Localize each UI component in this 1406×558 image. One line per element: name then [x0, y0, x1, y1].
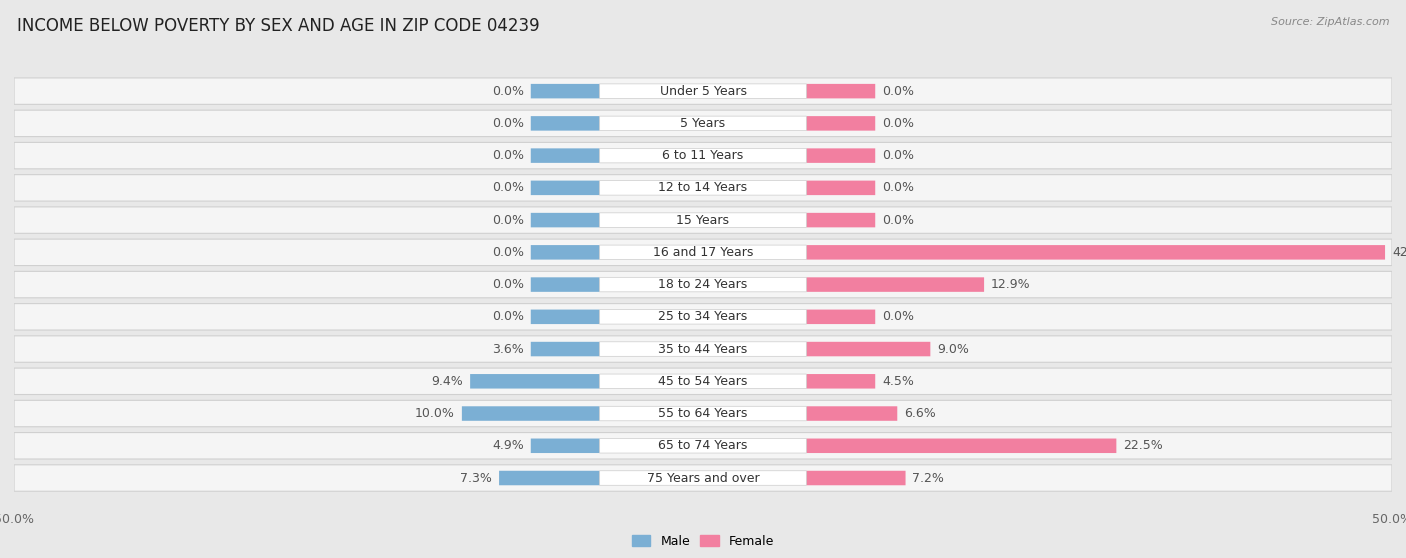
FancyBboxPatch shape — [599, 406, 807, 421]
Text: 4.5%: 4.5% — [882, 375, 914, 388]
FancyBboxPatch shape — [14, 368, 1392, 395]
FancyBboxPatch shape — [807, 471, 905, 485]
FancyBboxPatch shape — [14, 465, 1392, 491]
FancyBboxPatch shape — [599, 471, 807, 485]
FancyBboxPatch shape — [807, 310, 875, 324]
FancyBboxPatch shape — [599, 213, 807, 227]
FancyBboxPatch shape — [807, 374, 875, 388]
Text: 0.0%: 0.0% — [882, 214, 914, 227]
FancyBboxPatch shape — [14, 239, 1392, 266]
FancyBboxPatch shape — [531, 116, 599, 131]
Text: 0.0%: 0.0% — [492, 85, 524, 98]
Text: 22.5%: 22.5% — [1123, 439, 1163, 453]
FancyBboxPatch shape — [807, 116, 875, 131]
FancyBboxPatch shape — [531, 245, 599, 259]
FancyBboxPatch shape — [599, 116, 807, 131]
FancyBboxPatch shape — [599, 277, 807, 292]
Text: 35 to 44 Years: 35 to 44 Years — [658, 343, 748, 355]
Text: 0.0%: 0.0% — [492, 246, 524, 259]
Text: 0.0%: 0.0% — [882, 117, 914, 130]
FancyBboxPatch shape — [807, 406, 897, 421]
FancyBboxPatch shape — [14, 304, 1392, 330]
FancyBboxPatch shape — [470, 374, 599, 388]
Text: 0.0%: 0.0% — [492, 181, 524, 194]
FancyBboxPatch shape — [14, 400, 1392, 427]
Text: INCOME BELOW POVERTY BY SEX AND AGE IN ZIP CODE 04239: INCOME BELOW POVERTY BY SEX AND AGE IN Z… — [17, 17, 540, 35]
Text: 0.0%: 0.0% — [492, 117, 524, 130]
FancyBboxPatch shape — [14, 78, 1392, 104]
Text: 65 to 74 Years: 65 to 74 Years — [658, 439, 748, 453]
FancyBboxPatch shape — [14, 432, 1392, 459]
Text: 18 to 24 Years: 18 to 24 Years — [658, 278, 748, 291]
Text: 0.0%: 0.0% — [882, 149, 914, 162]
FancyBboxPatch shape — [531, 181, 599, 195]
Text: 0.0%: 0.0% — [882, 85, 914, 98]
Text: 6 to 11 Years: 6 to 11 Years — [662, 149, 744, 162]
FancyBboxPatch shape — [599, 374, 807, 388]
FancyBboxPatch shape — [599, 84, 807, 98]
FancyBboxPatch shape — [599, 148, 807, 163]
Text: 12.9%: 12.9% — [991, 278, 1031, 291]
FancyBboxPatch shape — [531, 277, 599, 292]
Text: 3.6%: 3.6% — [492, 343, 524, 355]
FancyBboxPatch shape — [807, 245, 1385, 259]
FancyBboxPatch shape — [599, 439, 807, 453]
FancyBboxPatch shape — [599, 245, 807, 259]
Text: 0.0%: 0.0% — [492, 149, 524, 162]
Text: 12 to 14 Years: 12 to 14 Years — [658, 181, 748, 194]
Text: 55 to 64 Years: 55 to 64 Years — [658, 407, 748, 420]
FancyBboxPatch shape — [807, 84, 875, 98]
Text: 25 to 34 Years: 25 to 34 Years — [658, 310, 748, 323]
FancyBboxPatch shape — [531, 439, 599, 453]
Text: 16 and 17 Years: 16 and 17 Years — [652, 246, 754, 259]
FancyBboxPatch shape — [499, 471, 599, 485]
FancyBboxPatch shape — [531, 148, 599, 163]
Text: 0.0%: 0.0% — [492, 310, 524, 323]
Text: 10.0%: 10.0% — [415, 407, 456, 420]
FancyBboxPatch shape — [14, 175, 1392, 201]
FancyBboxPatch shape — [599, 342, 807, 357]
FancyBboxPatch shape — [531, 310, 599, 324]
FancyBboxPatch shape — [807, 439, 1116, 453]
Text: 4.9%: 4.9% — [492, 439, 524, 453]
FancyBboxPatch shape — [807, 213, 875, 227]
Text: 6.6%: 6.6% — [904, 407, 936, 420]
FancyBboxPatch shape — [14, 142, 1392, 169]
Text: 7.2%: 7.2% — [912, 472, 945, 484]
FancyBboxPatch shape — [14, 110, 1392, 137]
Text: 0.0%: 0.0% — [492, 214, 524, 227]
FancyBboxPatch shape — [599, 181, 807, 195]
FancyBboxPatch shape — [807, 148, 875, 163]
Text: 75 Years and over: 75 Years and over — [647, 472, 759, 484]
Text: Under 5 Years: Under 5 Years — [659, 85, 747, 98]
Text: 7.3%: 7.3% — [460, 472, 492, 484]
FancyBboxPatch shape — [599, 310, 807, 324]
FancyBboxPatch shape — [531, 213, 599, 227]
Text: 15 Years: 15 Years — [676, 214, 730, 227]
FancyBboxPatch shape — [461, 406, 599, 421]
Text: 5 Years: 5 Years — [681, 117, 725, 130]
Text: 0.0%: 0.0% — [492, 278, 524, 291]
Text: 0.0%: 0.0% — [882, 181, 914, 194]
FancyBboxPatch shape — [807, 277, 984, 292]
FancyBboxPatch shape — [531, 342, 599, 357]
FancyBboxPatch shape — [14, 336, 1392, 362]
FancyBboxPatch shape — [14, 271, 1392, 298]
Text: 0.0%: 0.0% — [882, 310, 914, 323]
Text: Source: ZipAtlas.com: Source: ZipAtlas.com — [1271, 17, 1389, 27]
Text: 45 to 54 Years: 45 to 54 Years — [658, 375, 748, 388]
Legend: Male, Female: Male, Female — [627, 530, 779, 552]
FancyBboxPatch shape — [807, 342, 931, 357]
FancyBboxPatch shape — [14, 207, 1392, 233]
FancyBboxPatch shape — [807, 181, 875, 195]
Text: 42.0%: 42.0% — [1392, 246, 1406, 259]
FancyBboxPatch shape — [531, 84, 599, 98]
Text: 9.4%: 9.4% — [432, 375, 463, 388]
Text: 9.0%: 9.0% — [938, 343, 969, 355]
